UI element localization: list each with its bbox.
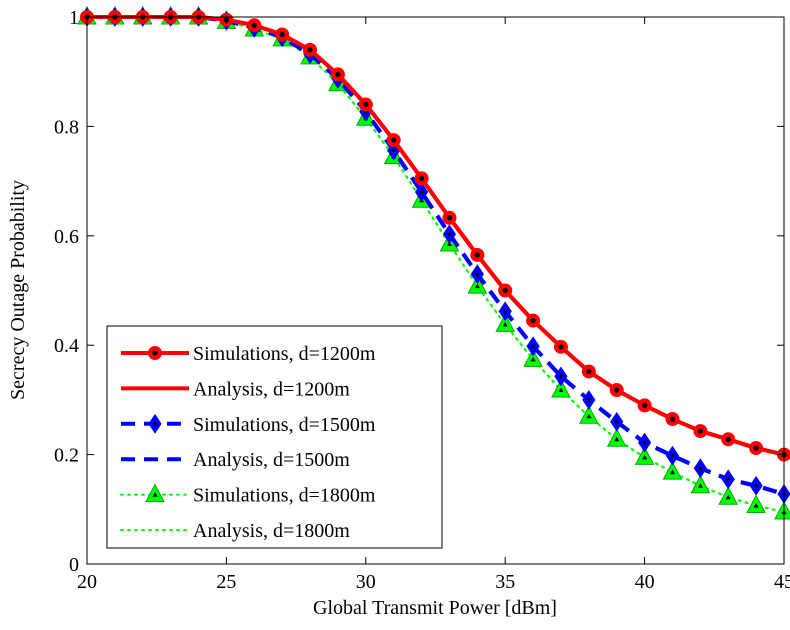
data-point xyxy=(387,134,400,147)
marker-dot xyxy=(363,102,368,107)
data-point xyxy=(691,476,709,493)
data-point xyxy=(666,447,678,465)
marker-dot xyxy=(504,310,507,313)
marker-dot xyxy=(530,318,535,323)
legend-label: Analysis, d=1200m xyxy=(193,378,350,400)
data-point xyxy=(276,28,289,41)
x-tick-label: 30 xyxy=(356,571,376,593)
legend-label: Analysis, d=1500m xyxy=(193,449,350,471)
legend: Simulations, d=1200m Analysis, d=1200m Sim… xyxy=(107,326,442,548)
data-point xyxy=(611,413,623,431)
data-point xyxy=(582,365,595,378)
x-tick-label: 25 xyxy=(216,571,236,593)
data-point xyxy=(747,495,765,512)
marker-dot xyxy=(307,47,312,52)
marker-dot xyxy=(335,72,340,77)
legend-marker xyxy=(149,347,162,360)
data-point xyxy=(639,434,651,452)
data-point xyxy=(331,68,344,81)
legend-label: Simulations, d=1800m xyxy=(193,485,376,507)
marker-dot xyxy=(643,441,646,444)
marker-dot xyxy=(587,398,590,401)
marker-dot xyxy=(476,272,479,275)
y-tick-label: 0.2 xyxy=(54,445,79,467)
marker-dot xyxy=(558,344,563,349)
data-point xyxy=(415,172,428,185)
marker-dot xyxy=(586,369,591,374)
marker-dot xyxy=(420,190,423,193)
y-tick-label: 0.4 xyxy=(54,335,79,357)
marker-dot xyxy=(503,288,508,293)
marker-dot xyxy=(754,445,759,450)
data-point xyxy=(608,429,626,446)
marker-dot xyxy=(671,454,674,457)
y-axis-label: Secrecy Outage Probability xyxy=(7,180,29,400)
data-point xyxy=(666,413,679,426)
marker-dot xyxy=(280,32,285,37)
data-point xyxy=(359,98,372,111)
x-tick-label: 40 xyxy=(635,571,655,593)
x-tick-label: 20 xyxy=(77,571,97,593)
marker-dot xyxy=(419,176,424,181)
data-point xyxy=(722,470,734,488)
data-point xyxy=(499,284,512,297)
marker-dot xyxy=(392,149,395,152)
marker-dot xyxy=(152,350,157,355)
marker-dot xyxy=(252,23,257,28)
marker-dot xyxy=(755,484,758,487)
marker-dot xyxy=(698,428,703,433)
data-point xyxy=(694,459,706,477)
legend-label: Analysis, d=1800m xyxy=(193,520,350,542)
data-point xyxy=(554,340,567,353)
data-point xyxy=(775,502,790,519)
marker-dot xyxy=(153,422,156,425)
y-tick-label: 0 xyxy=(69,554,79,576)
legend-label: Simulations, d=1200m xyxy=(193,343,376,365)
marker-dot xyxy=(531,345,534,348)
marker-dot xyxy=(448,233,451,236)
data-point xyxy=(248,19,261,32)
y-tick-label: 0.6 xyxy=(54,226,79,248)
marker-dot xyxy=(670,416,675,421)
marker-dot xyxy=(642,403,647,408)
marker-dot xyxy=(727,478,730,481)
marker-dot xyxy=(391,137,396,142)
legend-label: Simulations, d=1500m xyxy=(193,414,376,436)
marker-dot xyxy=(699,467,702,470)
marker-dot xyxy=(475,252,480,257)
marker-dot xyxy=(726,437,731,442)
marker-dot xyxy=(615,420,618,423)
data-point xyxy=(638,399,651,412)
data-point xyxy=(583,391,595,409)
data-point xyxy=(443,211,456,224)
marker-dot xyxy=(559,375,562,378)
data-point xyxy=(527,314,540,327)
data-point xyxy=(719,487,737,504)
x-tick-label: 35 xyxy=(495,571,515,593)
x-tick-label: 45 xyxy=(774,571,790,593)
data-point xyxy=(750,442,763,455)
data-point xyxy=(722,433,735,446)
x-axis-label: Global Transmit Power [dBm] xyxy=(313,597,557,619)
marker-dot xyxy=(614,387,619,392)
data-point xyxy=(304,43,317,56)
marker-triangle xyxy=(775,502,790,519)
y-tick-label: 1 xyxy=(69,7,79,29)
data-point xyxy=(471,248,484,261)
data-point xyxy=(694,425,707,438)
data-point xyxy=(750,477,762,495)
y-tick-label: 0.8 xyxy=(54,116,79,138)
marker-dot xyxy=(447,215,452,220)
data-point xyxy=(610,384,623,397)
